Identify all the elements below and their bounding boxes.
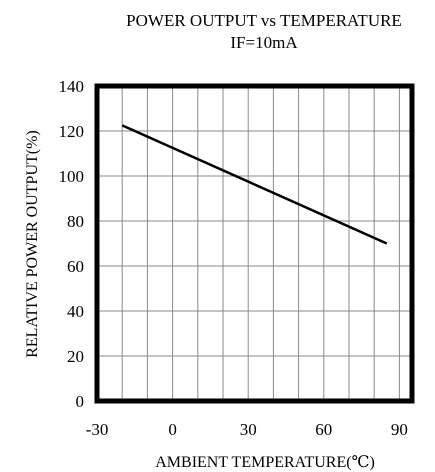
y-tick-label: 20 xyxy=(67,347,84,366)
chart-subtitle: IF=10mA xyxy=(230,33,298,52)
x-tick-label: 0 xyxy=(168,420,177,439)
x-tick-label: -30 xyxy=(86,420,109,439)
y-tick-label: 120 xyxy=(59,122,85,141)
y-tick-label: 60 xyxy=(67,257,84,276)
series-line-1 xyxy=(121,124,388,245)
y-tick-label: 0 xyxy=(76,392,85,411)
y-tick-label: 80 xyxy=(67,212,84,231)
series-layer xyxy=(121,124,388,245)
plot-frame xyxy=(94,83,415,404)
x-tick-label: 30 xyxy=(240,420,257,439)
y-tick-label: 100 xyxy=(59,167,85,186)
y-tick-label: 40 xyxy=(67,302,84,321)
x-tick-label: 90 xyxy=(391,420,408,439)
chart-title: POWER OUTPUT vs TEMPERATURE xyxy=(126,11,402,30)
y-axis-label: RELATIVE POWER OUTPUT(%) xyxy=(24,130,41,358)
y-tick-label: 140 xyxy=(59,77,85,96)
x-axis-label: AMBIENT TEMPERATURE(℃) xyxy=(155,454,375,471)
grid-layer xyxy=(97,86,412,401)
x-tick-label: 60 xyxy=(315,420,332,439)
